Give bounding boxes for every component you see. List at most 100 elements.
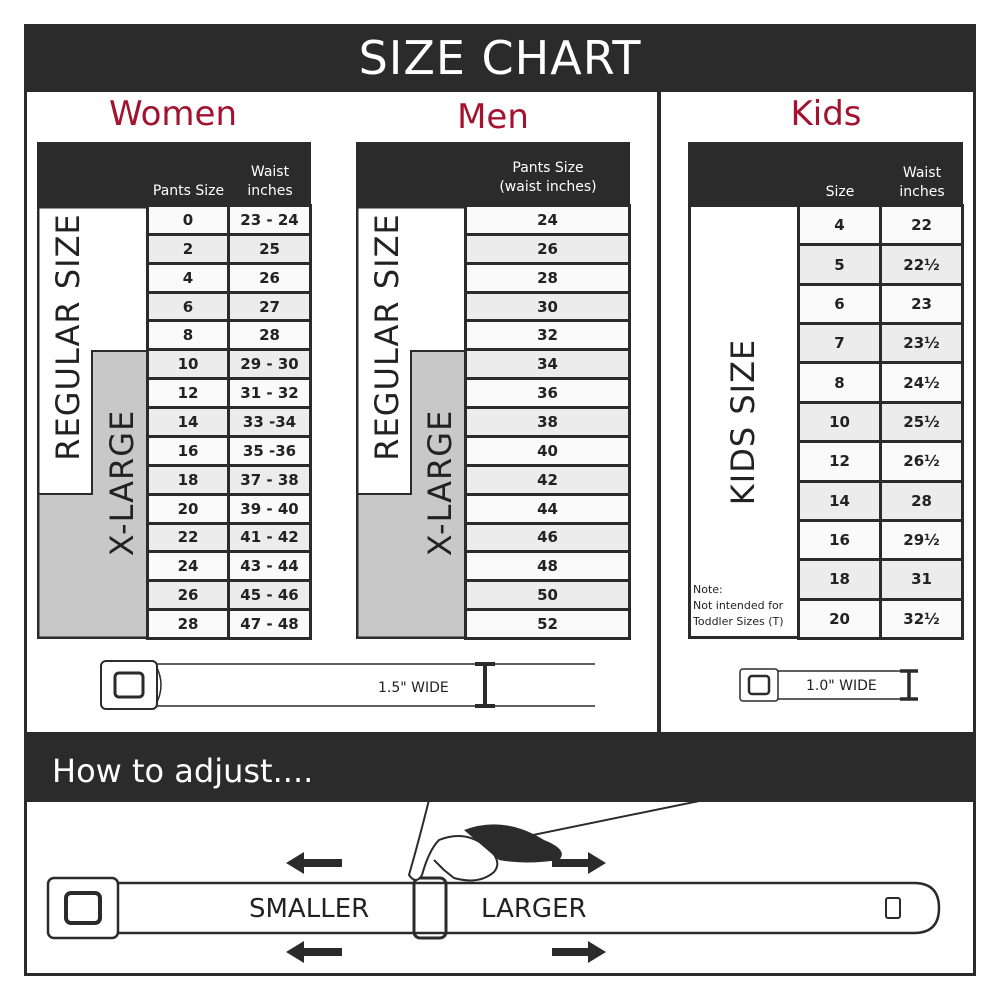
table-cell: 28: [882, 482, 961, 519]
table-cell: 37 - 38: [230, 466, 309, 493]
table-cell: 8: [149, 322, 227, 349]
hand-icon: [407, 800, 705, 882]
table-cell: 28: [149, 611, 227, 637]
table-cell: 14: [149, 409, 227, 435]
table-cell: 25½: [882, 403, 961, 441]
table-cell: 33 -34: [230, 409, 309, 435]
table-cell: 28: [467, 264, 628, 291]
table-cell: 42: [467, 466, 628, 493]
table-cell: 31 - 32: [230, 380, 309, 407]
header-pants-size: Pants Size (waist inches): [499, 160, 597, 195]
table-cell: 10: [800, 403, 879, 441]
table-cell: 27: [230, 293, 309, 320]
table-cell: 48: [467, 553, 628, 580]
table-cell: 38: [467, 409, 628, 435]
men-title: Men: [457, 97, 529, 137]
men-table-header: Pants Size (waist inches): [356, 142, 630, 207]
table-cell: 32: [467, 322, 628, 349]
table-cell: 26½: [882, 443, 961, 480]
table-cell: 23: [882, 285, 961, 323]
women-regular-size-label: REGULAR SIZE: [49, 213, 87, 461]
table-cell: 36: [467, 380, 628, 407]
header-waist: Waist inches: [899, 165, 945, 200]
table-cell: 39 - 40: [230, 495, 309, 522]
table-cell: 22: [882, 207, 961, 244]
men-xlarge-label: X-LARGE: [421, 409, 459, 557]
table-cell: 8: [800, 364, 879, 401]
table-cell: 45 - 46: [230, 582, 309, 609]
kids-table-header: Size Waist inches: [688, 142, 963, 207]
table-cell: 30: [467, 293, 628, 320]
table-cell: 4: [800, 207, 879, 244]
table-cell: 32½: [882, 600, 961, 637]
page-title: SIZE CHART: [24, 24, 976, 92]
smaller-label: SMALLER: [249, 894, 370, 924]
table-cell: 26: [149, 582, 227, 609]
table-cell: 2: [149, 235, 227, 262]
table-cell: 34: [467, 351, 628, 378]
men-regular-size-label: REGULAR SIZE: [368, 213, 406, 461]
table-cell: 20: [800, 600, 879, 637]
table-cell: 44: [467, 495, 628, 522]
table-cell: 16: [149, 437, 227, 464]
table-cell: 43 - 44: [230, 553, 309, 580]
how-to-adjust-title: How to adjust....: [24, 732, 976, 802]
adjust-belt-illustration: [46, 800, 941, 963]
table-cell: 25: [230, 235, 309, 262]
table-cell: 29 - 30: [230, 351, 309, 378]
table-cell: 7: [800, 325, 879, 362]
kids-size-label: KIDS SIZE: [724, 338, 762, 506]
men-size-table: 24 26 28 30 32 34 36 38 40 42 44 46 48 50 52: [464, 204, 631, 640]
table-cell: 4: [149, 264, 227, 291]
header-pants-size: Pants Size: [152, 183, 225, 199]
kids-label-column: Note: Not intended for Toddler Sizes (T): [688, 207, 801, 639]
table-cell: 41 - 42: [230, 524, 309, 551]
table-cell: 26: [230, 264, 309, 291]
table-cell: 6: [149, 293, 227, 320]
table-cell: 24: [467, 207, 628, 233]
arrow-icons: [286, 852, 606, 963]
table-cell: 40: [467, 437, 628, 464]
table-cell: 22: [149, 524, 227, 551]
table-cell: 18: [149, 466, 227, 493]
women-table-header: Pants Size Waist inches: [37, 142, 311, 207]
men-size-regions: [356, 207, 468, 639]
toddler-note: Note: Not intended for Toddler Sizes (T): [693, 583, 784, 628]
divider: [657, 92, 661, 732]
table-cell: 24½: [882, 364, 961, 401]
table-cell: 18: [800, 561, 879, 598]
women-xlarge-label: X-LARGE: [103, 409, 141, 557]
table-cell: 24: [149, 553, 227, 580]
table-cell: 12: [800, 443, 879, 480]
table-cell: 14: [800, 482, 879, 519]
table-cell: 31: [882, 561, 961, 598]
table-cell: 35 -36: [230, 437, 309, 464]
table-cell: 46: [467, 524, 628, 551]
table-cell: 6: [800, 285, 879, 323]
larger-label: LARGER: [481, 894, 587, 924]
kids-belt-width: 1.0" WIDE: [806, 678, 877, 694]
table-cell: 22½: [882, 246, 961, 283]
adult-belt-illustration: [100, 660, 595, 710]
women-title: Women: [108, 94, 237, 134]
kids-belt-illustration: [739, 668, 918, 702]
kids-title: Kids: [790, 94, 862, 134]
header-size: Size: [825, 184, 855, 200]
women-size-regions: [37, 207, 149, 639]
table-cell: 23½: [882, 325, 961, 362]
kids-size-table: 4 22 5 22½ 6 23 7 23½ 8 24½ 10 25½ 12 26½ 14 28 16 29½ 18 3…: [797, 204, 964, 640]
header-waist: Waist inches: [247, 164, 293, 199]
table-cell: 26: [467, 235, 628, 262]
table-cell: 23 - 24: [230, 207, 309, 233]
table-cell: 16: [800, 521, 879, 559]
table-cell: 10: [149, 351, 227, 378]
table-cell: 12: [149, 380, 227, 407]
adult-belt-width: 1.5" WIDE: [378, 680, 449, 696]
table-cell: 5: [800, 246, 879, 283]
table-cell: 0: [149, 207, 227, 233]
table-cell: 29½: [882, 521, 961, 559]
women-size-table: 0 23 - 24 2 25 4 26 6 27 8 28 10 29 - 30 12 31 - 32 14…: [146, 204, 312, 640]
table-cell: 20: [149, 495, 227, 522]
table-cell: 50: [467, 582, 628, 609]
table-cell: 52: [467, 611, 628, 637]
